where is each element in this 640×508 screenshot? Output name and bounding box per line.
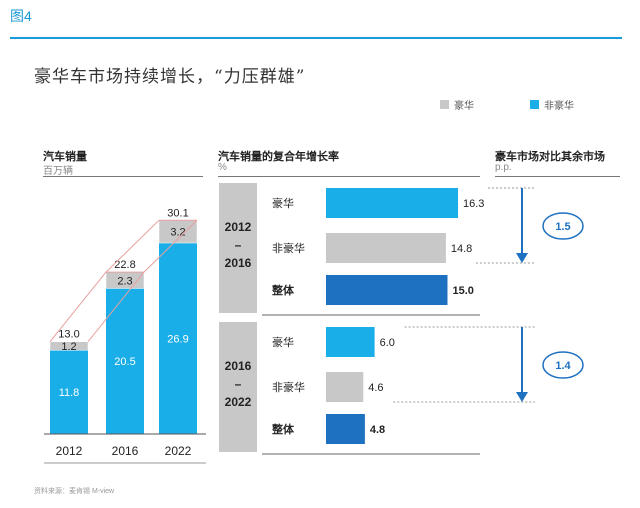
hbar-nonluxury-0 [326, 233, 446, 263]
row-label-0-0: 豪华 [272, 196, 294, 210]
period-panel-1 [219, 322, 257, 452]
bar-nonluxury-2012 [50, 350, 88, 434]
label-total-2016: 22.8 [114, 259, 135, 271]
label-nonluxury-2012: 11.8 [59, 387, 80, 399]
legend-label-luxury: 豪华 [454, 101, 474, 112]
bar-nonluxury-2022 [159, 243, 197, 434]
right-chart-title: 豪车市场对比其余市场 [495, 151, 605, 163]
right-chart-unit: p.p. [495, 162, 512, 173]
diff-badge-1 [542, 351, 584, 379]
diff-arrow-head-1 [516, 392, 528, 402]
label-total-2012: 13.0 [58, 329, 79, 341]
hbar-overall-1 [326, 414, 365, 444]
label-luxury-2012: 1.2 [61, 341, 76, 353]
x-tick-2022: 2022 [165, 444, 192, 458]
x-tick-2016: 2016 [112, 444, 139, 458]
diff-value-1: 1.4 [555, 360, 571, 372]
legend-swatch-nonluxury [530, 100, 539, 109]
diff-badge-0 [542, 212, 584, 240]
middle-chart-title: 汽车销量的复合年增长率 [218, 151, 339, 163]
hbar-value-luxury-0: 16.3 [463, 198, 484, 210]
hbar-overall-0 [326, 275, 448, 305]
row-label-0-2: 整体 [271, 283, 295, 297]
middle-chart-header-rule [218, 176, 480, 177]
bar-luxury-2012 [49, 341, 89, 351]
bar-nonluxury-2016 [106, 288, 144, 434]
label-luxury-2022: 3.2 [170, 227, 185, 239]
period-label-1-0: 2016 [225, 359, 252, 373]
diff-value-0: 1.5 [555, 221, 570, 233]
period-label-1-2: 2022 [225, 395, 252, 409]
connector-right-0 [87, 271, 145, 343]
hbar-nonluxury-1 [326, 372, 364, 402]
source-note: 资料来源：麦肯锡 M-view [34, 488, 115, 495]
period-label-0-0: 2012 [225, 220, 252, 234]
hbar-value-overall-0: 15.0 [453, 285, 474, 297]
label-luxury-2016: 2.3 [117, 275, 132, 287]
hbar-value-luxury-1: 6.0 [380, 337, 395, 349]
middle-chart-unit: % [218, 162, 227, 173]
x-tick-2012: 2012 [56, 444, 83, 458]
row-label-1-1: 非豪华 [272, 380, 305, 394]
row-label-1-2: 整体 [271, 422, 295, 436]
hbar-luxury-1 [326, 327, 375, 357]
label-total-2022: 30.1 [167, 207, 188, 219]
hbar-luxury-0 [326, 188, 459, 218]
legend-item-nonluxury: 非豪华 [530, 97, 574, 112]
connector-left-1 [105, 219, 160, 273]
headline: 豪华车市场持续增长，“力压群雄” [34, 67, 306, 87]
top-rule [10, 37, 622, 39]
left-chart-unit: 百万辆 [43, 166, 73, 177]
legend-label-nonluxury: 非豪华 [544, 101, 574, 112]
period-panel-0 [219, 183, 257, 313]
diff-arrow-head-0 [516, 253, 528, 263]
connector-left-0 [49, 271, 107, 343]
legend-item-luxury: 豪华 [440, 97, 474, 112]
hbar-value-nonluxury-1: 4.6 [368, 382, 383, 394]
left-chart-header-rule [43, 176, 203, 177]
left-chart-title: 汽车销量 [43, 151, 87, 163]
row-label-0-1: 非豪华 [272, 241, 305, 255]
connector-right-1 [143, 219, 198, 273]
label-nonluxury-2016: 20.5 [114, 356, 135, 368]
hbar-value-nonluxury-0: 14.8 [451, 243, 472, 255]
row-label-1-0: 豪华 [272, 335, 294, 349]
right-chart-header-rule [495, 176, 620, 177]
hbar-value-overall-1: 4.8 [370, 424, 385, 436]
period-label-0-1: – [235, 238, 242, 252]
period-label-1-1: – [235, 377, 242, 391]
label-nonluxury-2022: 26.9 [167, 334, 188, 346]
figure-label: 图4 [10, 8, 32, 24]
legend-swatch-luxury [440, 100, 449, 109]
period-label-0-2: 2016 [225, 256, 252, 270]
